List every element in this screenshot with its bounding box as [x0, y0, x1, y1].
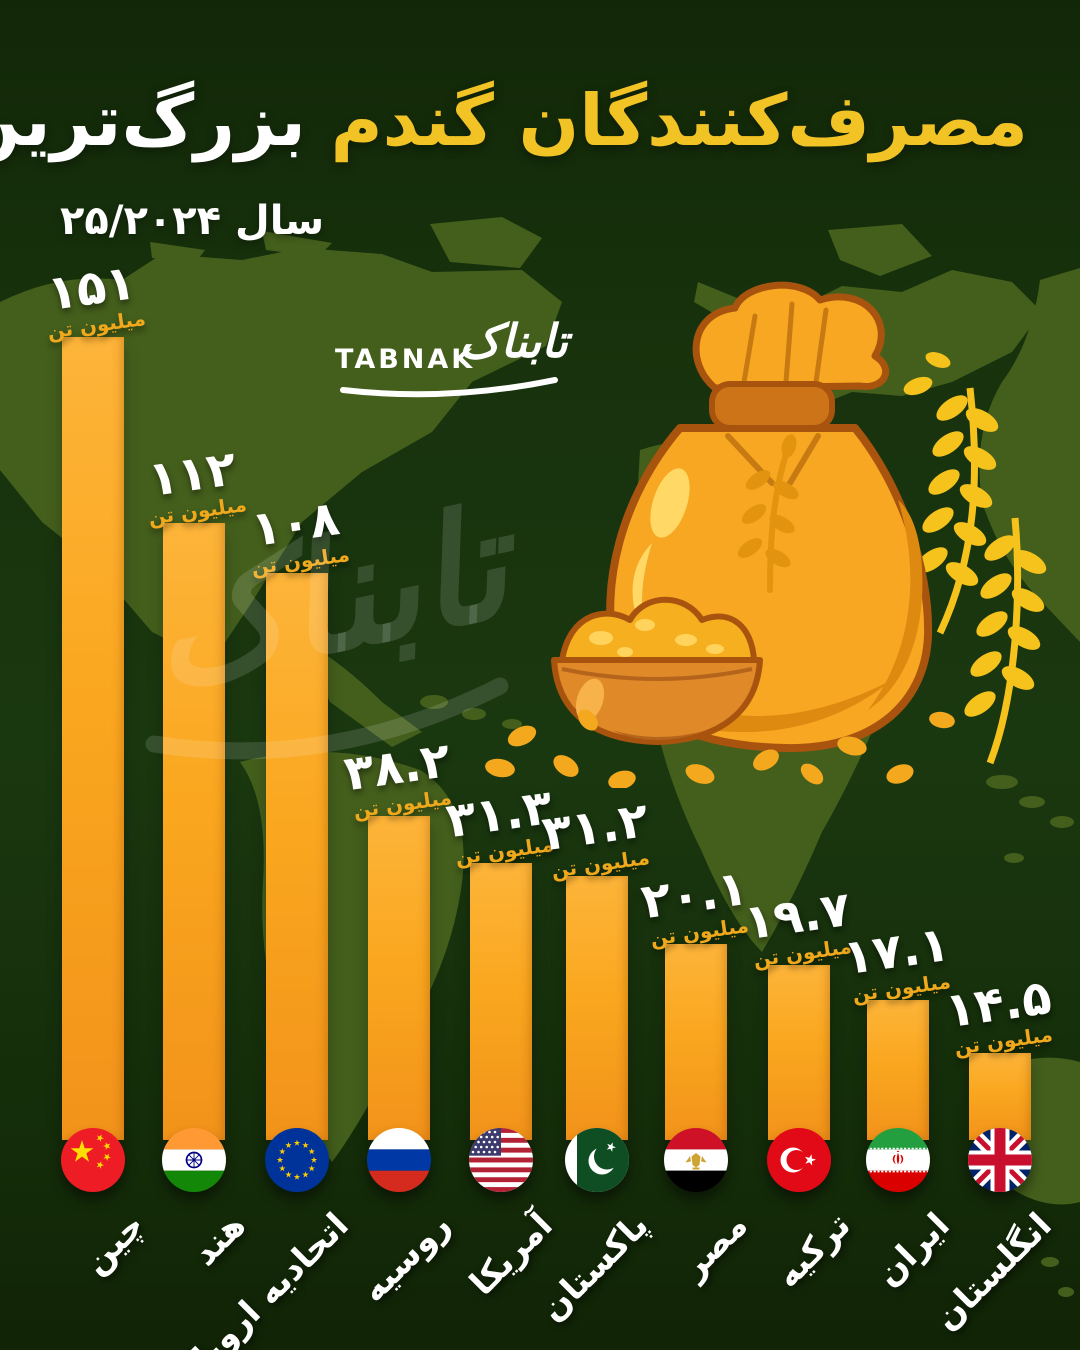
tabnak-persian-wordmark: تابناک [459, 314, 568, 368]
wheat-ears [903, 352, 1047, 765]
bar-england [969, 1053, 1031, 1140]
wheat-sack-illustration [485, 281, 1047, 788]
turkey-flag-icon [767, 1128, 831, 1192]
subtitle-year-value: ۲۵/۲۰۲۴ [60, 198, 222, 244]
bar-china [62, 337, 124, 1140]
usa-flag-icon [469, 1128, 533, 1192]
bar-russia [368, 816, 430, 1140]
grain-bowl [551, 596, 763, 745]
bar-usa [470, 863, 532, 1140]
india-flag-icon [162, 1128, 226, 1192]
scattered-grains [485, 709, 955, 788]
bar-india [163, 523, 225, 1140]
tabnak-logo: TABNAK تابناک [333, 314, 568, 404]
bar-egypt [665, 944, 727, 1140]
china-flag-icon [61, 1128, 125, 1192]
eu-flag-icon [265, 1128, 329, 1192]
iran-flag-icon [866, 1128, 930, 1192]
bar-iran [867, 1000, 929, 1140]
tabnak-latin-wordmark: TABNAK [335, 344, 476, 375]
page-title: مصرف‌کنندگان گندم بزرگ‌ترین [0, 83, 1029, 159]
bar-turkey [768, 965, 830, 1140]
russia-flag-icon [367, 1128, 431, 1192]
bar-pakistan [566, 876, 628, 1140]
uk-flag-icon [968, 1128, 1032, 1192]
pakistan-flag-icon [565, 1128, 629, 1192]
title-yellow-part: مصرف‌کنندگان گندم [330, 79, 1029, 162]
subtitle-year: سال ۲۵/۲۰۲۴ [60, 198, 325, 244]
egypt-flag-icon [664, 1128, 728, 1192]
watermark-swash [145, 677, 509, 760]
bar-eu [266, 573, 328, 1140]
logo-swash [340, 377, 558, 398]
title-white-part: بزرگ‌ترین [0, 79, 307, 162]
